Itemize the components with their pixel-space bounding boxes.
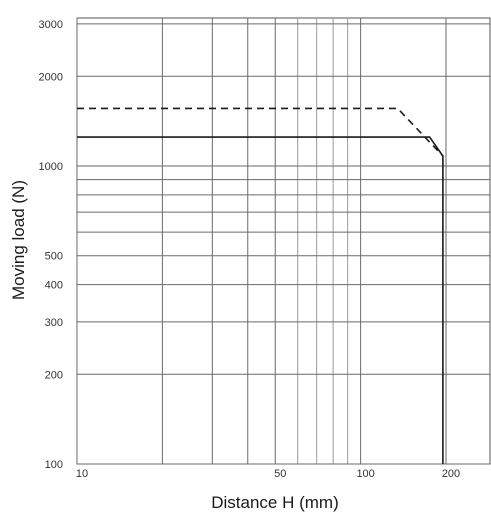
y-tick-label: 200 [45,369,63,381]
y-tick-labels: 100 200 300 400 500 1000 2000 3000 [39,19,63,471]
y-tick-label: 2000 [39,71,63,83]
y-tick-label: 500 [45,251,63,263]
x-axis-title: Distance H (mm) [211,493,339,512]
y-tick-label: 400 [45,280,63,292]
series-line-solid [77,136,444,464]
x-tick-label: 50 [274,468,286,480]
y-tick-label: 300 [45,317,63,329]
series-group [77,107,444,464]
x-tick-label: 10 [76,468,88,480]
y-tick-label: 1000 [39,161,63,173]
x-tick-label: 200 [442,468,460,480]
plot-frame [76,17,491,465]
x-tick-label: 100 [356,468,374,480]
y-axis-title: Moving load (N) [9,180,28,300]
y-tick-label: 100 [45,459,63,471]
grid [76,17,491,465]
y-tick-label: 3000 [39,19,63,31]
x-tick-labels: 10 50 100 200 [76,468,460,480]
series-line-dashed [77,107,444,157]
